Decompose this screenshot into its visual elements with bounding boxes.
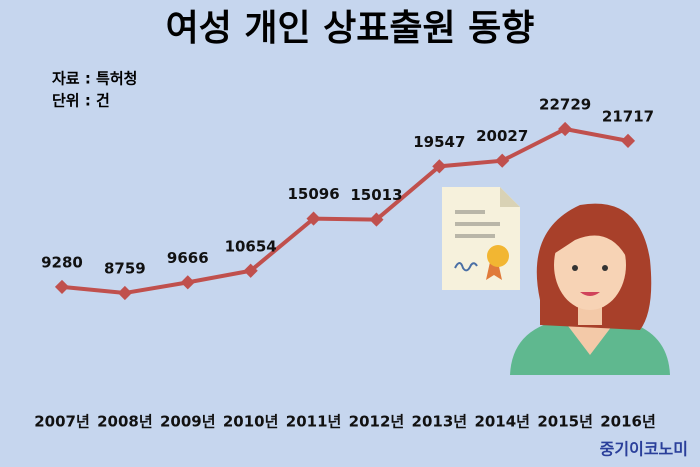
- x-tick-label: 2007년: [34, 413, 90, 431]
- point-marker: [180, 275, 195, 290]
- value-label: 21717: [602, 107, 654, 125]
- value-label: 15096: [287, 185, 339, 203]
- point-marker: [620, 133, 636, 148]
- document-icon: [442, 187, 520, 290]
- point-marker: [369, 212, 384, 227]
- value-label: 8759: [104, 260, 146, 278]
- value-label: 9280: [41, 253, 83, 271]
- value-label: 19547: [413, 133, 465, 151]
- point-marker: [432, 159, 447, 174]
- x-tick-label: 2012년: [349, 413, 405, 431]
- value-label: 22729: [539, 96, 591, 114]
- x-tick-label: 2011년: [286, 413, 342, 431]
- x-tick-label: 2013년: [412, 413, 468, 431]
- x-tick-label: 2010년: [223, 413, 279, 431]
- point-marker: [558, 121, 573, 137]
- chart-title: 여성 개인 상표출원 동향: [166, 8, 535, 49]
- x-tick-label: 2009년: [160, 413, 216, 431]
- value-label: 20027: [476, 127, 528, 145]
- woman-illustration: [510, 203, 670, 375]
- x-tick-label: 2015년: [537, 413, 593, 431]
- value-label: 9666: [167, 249, 209, 267]
- source-note: 자료 : 특허청: [52, 70, 137, 88]
- point-marker: [117, 285, 132, 301]
- data-line: [61, 126, 629, 296]
- value-label: 15013: [350, 186, 402, 204]
- point-marker: [495, 153, 510, 168]
- value-label: 10654: [225, 237, 277, 255]
- point-marker: [306, 211, 321, 226]
- x-tick-label: 2014년: [474, 413, 530, 431]
- point-marker: [54, 279, 70, 294]
- unit-note: 단위 : 건: [52, 92, 110, 110]
- point-marker: [243, 263, 258, 278]
- watermark: 중기이코노미: [600, 440, 688, 459]
- x-tick-label: 2008년: [97, 413, 153, 431]
- x-tick-label: 2016년: [600, 413, 656, 431]
